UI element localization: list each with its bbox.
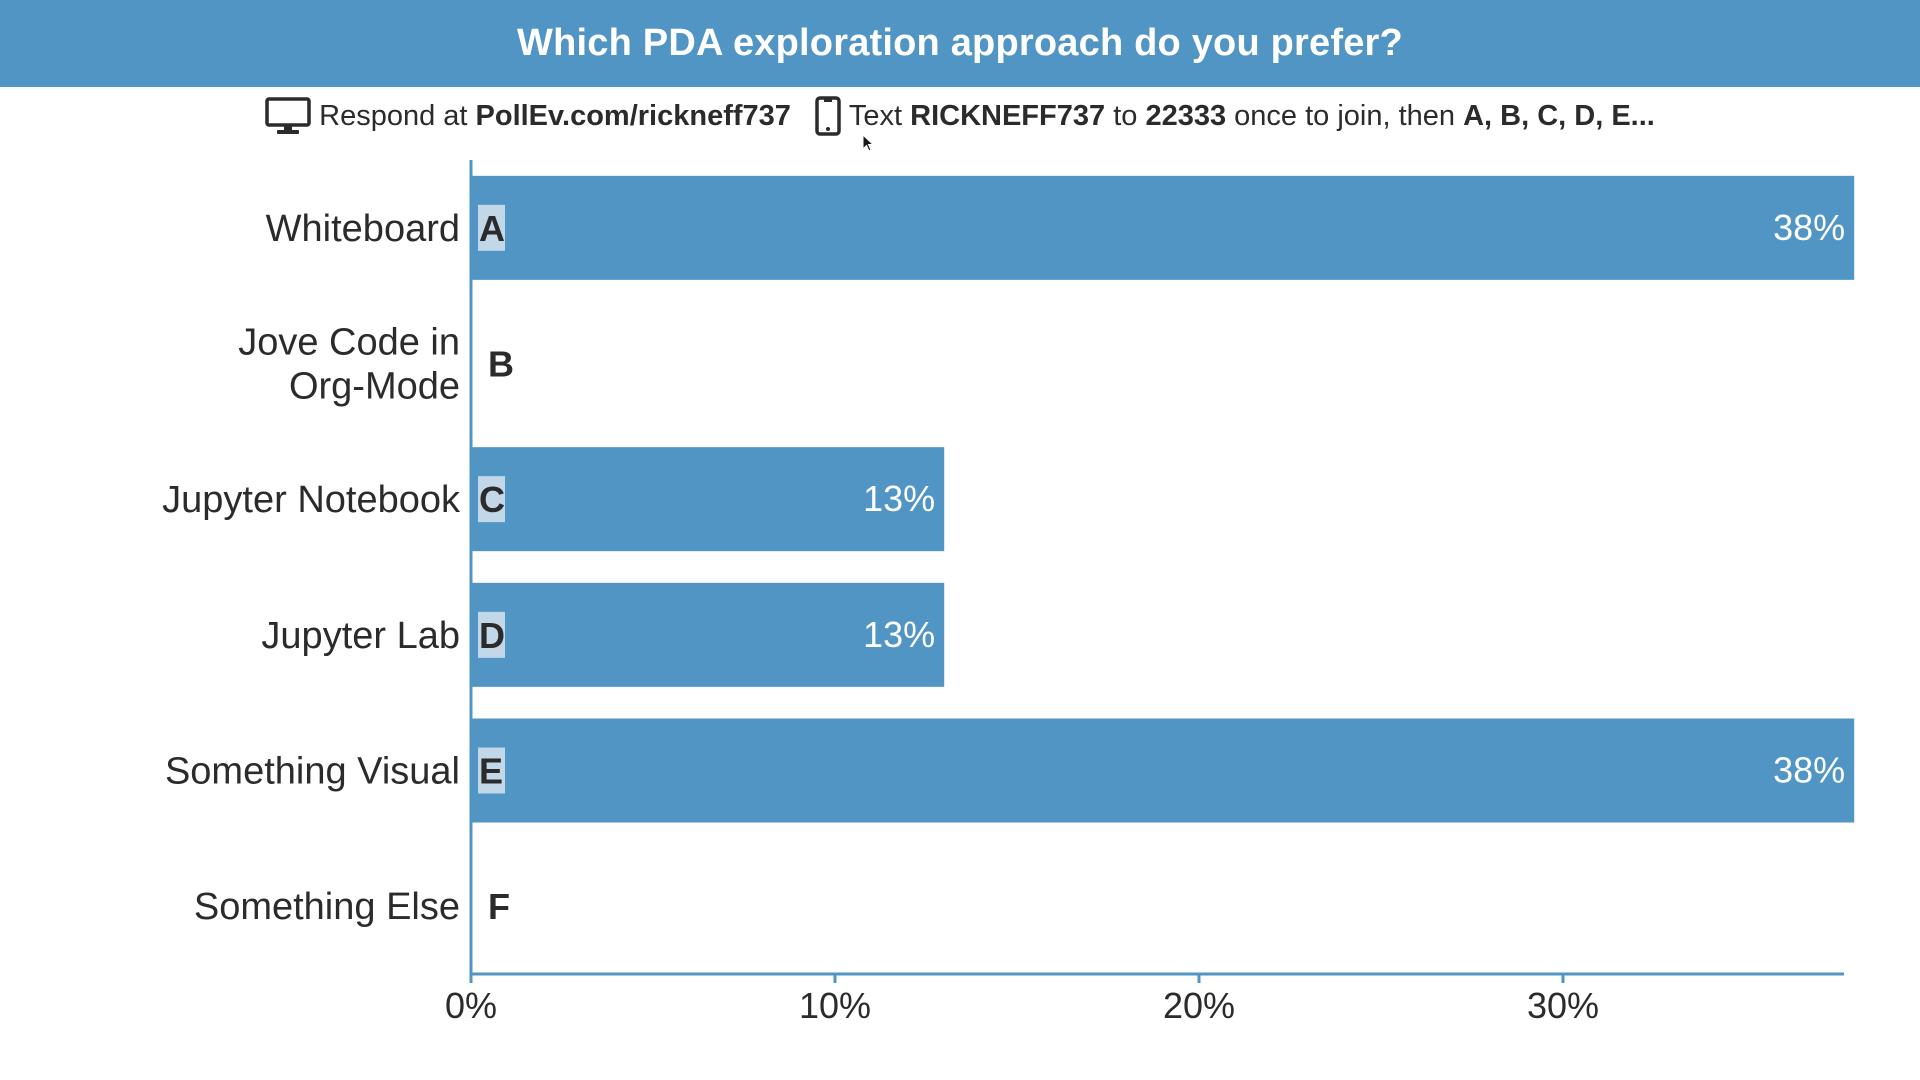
category-label: Jupyter Notebook: [162, 479, 461, 521]
x-tick-label: 0%: [445, 985, 497, 1026]
option-letter: C: [479, 479, 505, 520]
bar-a: [471, 175, 1855, 280]
bar-e: [471, 718, 1855, 823]
response-instructions: Respond at PollEv.com/rickneff737 Text R…: [0, 90, 1920, 142]
bar-d: [471, 582, 945, 687]
mouse-cursor-icon: [862, 133, 876, 159]
sms-code: RICKNEFF737: [910, 99, 1106, 132]
category-label: Something Else: [194, 886, 460, 928]
monitor-icon: [265, 97, 311, 135]
sms-instructions: Text RICKNEFF737 to 22333 once to join, …: [815, 96, 1655, 136]
option-letter-badge: [478, 204, 505, 251]
option-letter-badge: [478, 747, 505, 794]
web-instructions: Respond at PollEv.com/rickneff737: [265, 97, 791, 135]
category-label: Jove Code in: [238, 322, 460, 364]
sms-suffix: once to join, then: [1226, 99, 1464, 132]
category-label: Whiteboard: [266, 208, 460, 250]
option-letter: D: [479, 615, 505, 656]
bar-value-label: 13%: [863, 478, 935, 519]
poll-url[interactable]: PollEv.com/rickneff737: [475, 99, 791, 132]
x-tick-label: 10%: [799, 985, 871, 1026]
option-letter: B: [488, 344, 514, 385]
option-letter: F: [488, 886, 510, 927]
option-letter-badge: [478, 476, 505, 523]
bar-value-label: 38%: [1773, 207, 1845, 248]
option-letter: E: [479, 751, 503, 792]
option-letter: A: [479, 208, 505, 249]
category-label: Something Visual: [165, 751, 460, 793]
sms-options: A, B, C, D, E...: [1463, 99, 1655, 132]
sms-mid: to: [1105, 99, 1146, 132]
web-prefix: Respond at: [319, 99, 476, 132]
sms-number: 22333: [1145, 99, 1227, 132]
bar-value-label: 13%: [863, 614, 935, 655]
x-tick-label: 30%: [1527, 985, 1599, 1026]
sms-prefix: Text: [848, 99, 911, 132]
x-tick-label: 20%: [1163, 985, 1235, 1026]
option-letter-badge: [478, 611, 505, 658]
bar-c: [471, 447, 945, 552]
bar-value-label: 38%: [1773, 750, 1845, 791]
title-bar: Which PDA exploration approach do you pr…: [0, 0, 1920, 87]
poll-title: Which PDA exploration approach do you pr…: [517, 22, 1403, 64]
category-label: Org-Mode: [289, 366, 460, 408]
category-label: Jupyter Lab: [261, 615, 460, 657]
phone-icon: [815, 96, 841, 136]
